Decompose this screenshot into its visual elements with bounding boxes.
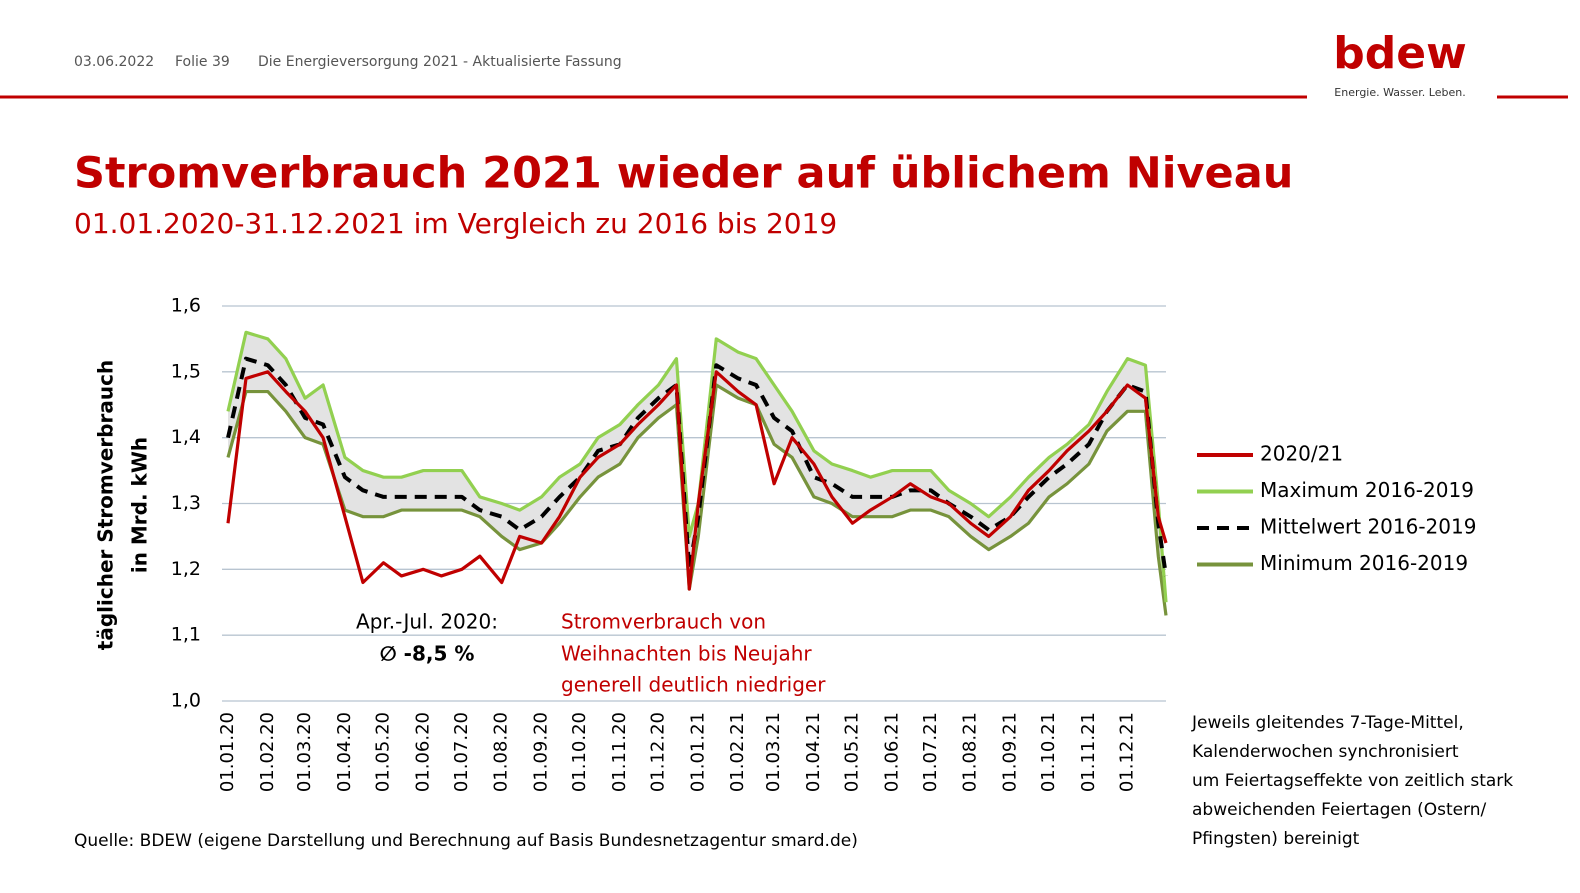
annotation: Weihnachten bis Neujahr xyxy=(561,642,812,666)
header-doc: Die Energieversorgung 2021 - Aktualisier… xyxy=(258,54,622,70)
chart-title: Stromverbrauch 2021 wieder auf üblichem … xyxy=(74,149,1293,199)
annotation: generell deutlich niedriger xyxy=(561,673,826,697)
x-tick-label: 01.03.20 xyxy=(294,712,315,792)
header-date: 03.06.2022 xyxy=(74,54,154,70)
x-tick-label: 01.05.21 xyxy=(841,712,862,792)
logo: bdew xyxy=(1333,28,1466,79)
plot: 1,0 1,1 1,2 1,3 1,4 1,5 1,6 01.01.20 01.02.20 01.… xyxy=(171,295,1477,793)
legend-label: Minimum 2016-2019 xyxy=(1260,551,1468,575)
y-tick-label: 1,1 xyxy=(171,624,201,646)
x-tick-label: 01.11.21 xyxy=(1078,712,1099,792)
y-tick-label: 1,6 xyxy=(171,295,201,317)
series-line xyxy=(226,330,1168,603)
y-tick-label: 1,2 xyxy=(171,558,201,580)
series-line xyxy=(226,383,1168,616)
x-tick-label: 01.01.20 xyxy=(217,712,238,792)
x-tick-label: 01.08.21 xyxy=(960,712,981,792)
x-tick-label: 01.03.21 xyxy=(763,712,784,792)
note-line: Pfingsten) bereinigt xyxy=(1192,829,1360,849)
x-tick-label: 01.06.21 xyxy=(881,712,902,792)
x-tick-label: 01.08.20 xyxy=(491,712,512,792)
legend-label: 2020/21 xyxy=(1260,442,1343,466)
x-tick-label: 01.06.20 xyxy=(412,712,433,792)
note-line: abweichenden Feiertagen (Ostern/ xyxy=(1192,800,1487,820)
x-tick-label: 01.09.20 xyxy=(531,712,552,792)
x-tick-label: 01.09.21 xyxy=(1000,712,1021,792)
y-axis-label: täglicher Stromverbrauch in Mrd. kWh xyxy=(94,360,152,650)
note: Jeweils gleitendes 7-Tage-Mittel, Kalend… xyxy=(1191,713,1513,849)
x-tick-label: 01.02.21 xyxy=(727,712,748,792)
y-tick-label: 1,0 xyxy=(171,690,201,712)
legend-label: Mittelwert 2016-2019 xyxy=(1260,515,1476,539)
x-tick-label: 01.10.21 xyxy=(1038,712,1059,792)
annotation: Apr.-Jul. 2020: xyxy=(356,610,498,634)
y-tick-label: 1,3 xyxy=(171,492,201,514)
x-tick-label: 01.04.20 xyxy=(334,712,355,792)
x-tick-label: 01.07.21 xyxy=(920,712,941,792)
annotation: ∅ -8,5 % xyxy=(380,642,475,666)
header-slide: Folie 39 xyxy=(175,54,230,70)
y-tick-label: 1,5 xyxy=(171,360,201,382)
annotation: Stromverbrauch von xyxy=(561,610,766,634)
legend-label: Maximum 2016-2019 xyxy=(1260,478,1474,502)
x-tick-label: 01.04.21 xyxy=(803,712,824,792)
y-tick-label: 1,4 xyxy=(171,426,201,448)
x-tick-label: 01.05.20 xyxy=(372,712,393,792)
note-line: Jeweils gleitendes 7-Tage-Mittel, xyxy=(1191,713,1464,733)
x-tick-label: 01.12.20 xyxy=(647,712,668,792)
chart-subtitle: 01.01.2020-31.12.2021 im Vergleich zu 20… xyxy=(74,207,837,240)
x-tick-label: 01.07.20 xyxy=(451,712,472,792)
tagline: Energie. Wasser. Leben. xyxy=(1334,86,1465,99)
y-label-line: täglicher Stromverbrauch xyxy=(94,360,118,650)
source: Quelle: BDEW (eigene Darstellung und Ber… xyxy=(74,831,858,851)
y-label-line: in Mrd. kWh xyxy=(128,437,152,573)
x-tick-label: 01.01.21 xyxy=(687,712,708,792)
note-line: um Feiertagseffekte von zeitlich stark xyxy=(1192,771,1513,791)
x-tick-label: 01.10.20 xyxy=(569,712,590,792)
x-tick-label: 01.02.20 xyxy=(257,712,278,792)
note-line: Kalenderwochen synchronisiert xyxy=(1192,742,1459,762)
x-tick-label: 01.12.21 xyxy=(1116,712,1137,792)
x-tick-label: 01.11.20 xyxy=(609,712,630,792)
series-line xyxy=(226,370,1168,591)
